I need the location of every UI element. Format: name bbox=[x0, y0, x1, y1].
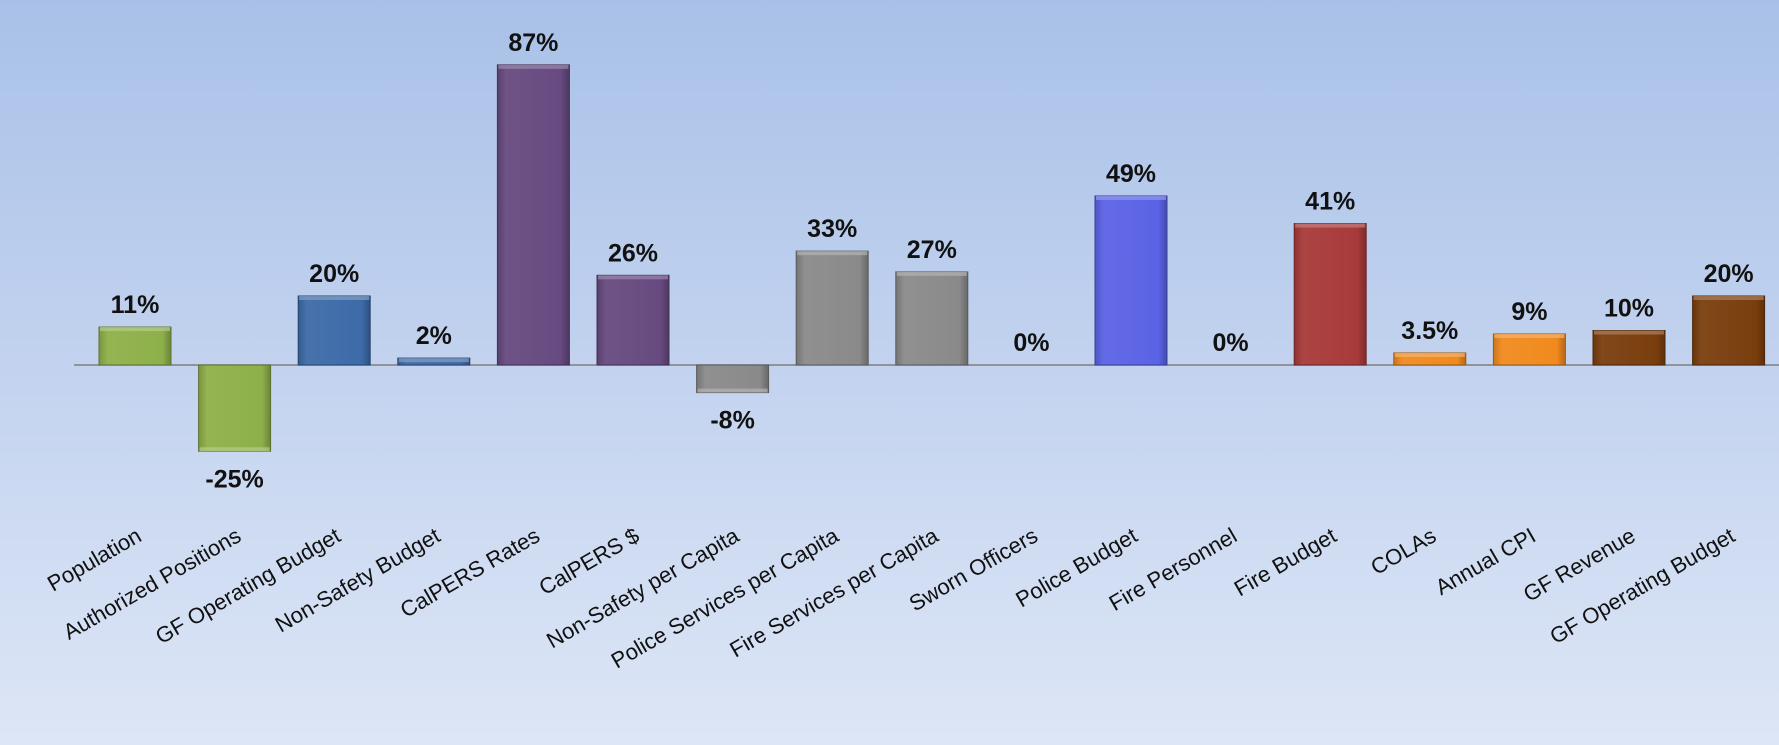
bar-6-bevel bbox=[598, 275, 668, 280]
bar-9 bbox=[895, 271, 969, 366]
data-label-14: 3.5% bbox=[1401, 317, 1458, 345]
data-label-4: 2% bbox=[416, 322, 452, 350]
category-label-17: GF Operating Budget bbox=[1545, 523, 1739, 649]
bar-16-bevel bbox=[1594, 330, 1664, 335]
data-label-7: -8% bbox=[710, 407, 754, 435]
bar-14-bevel bbox=[1394, 352, 1465, 357]
bar-11 bbox=[1094, 195, 1168, 366]
bar-5 bbox=[496, 64, 570, 366]
bar-3 bbox=[297, 295, 371, 366]
bar-8-bevel bbox=[797, 251, 868, 256]
bar-17 bbox=[1692, 295, 1766, 366]
bar-2 bbox=[198, 364, 272, 452]
data-label-12: 0% bbox=[1213, 329, 1249, 357]
bar-9-bevel bbox=[896, 271, 967, 276]
category-label-4: Non-Safety Budget bbox=[271, 523, 444, 638]
category-label-14: COLAs bbox=[1366, 523, 1440, 580]
bar-13 bbox=[1293, 223, 1367, 366]
bar-6 bbox=[596, 274, 670, 366]
data-label-15: 9% bbox=[1511, 298, 1547, 326]
data-label-1: 11% bbox=[111, 291, 160, 319]
bar-17-bevel bbox=[1693, 296, 1764, 300]
data-label-6: 26% bbox=[608, 239, 658, 267]
category-label-3: GF Operating Budget bbox=[151, 523, 345, 649]
data-label-11: 49% bbox=[1106, 160, 1156, 188]
bar-1-bevel bbox=[100, 327, 170, 332]
data-label-17: 20% bbox=[1704, 260, 1754, 288]
bar-4-bevel bbox=[398, 358, 469, 363]
data-label-13: 41% bbox=[1305, 188, 1355, 216]
bar-8 bbox=[795, 250, 869, 366]
bar-15 bbox=[1492, 333, 1566, 366]
data-label-5: 87% bbox=[508, 29, 558, 57]
data-label-16: 10% bbox=[1604, 295, 1654, 323]
bar-7-bevel bbox=[697, 388, 768, 393]
bar-3-bevel bbox=[299, 296, 370, 300]
category-label-13: Fire Budget bbox=[1230, 523, 1341, 602]
data-label-3: 20% bbox=[309, 260, 359, 288]
bar-15-bevel bbox=[1494, 333, 1565, 338]
bar-2-bevel bbox=[199, 447, 270, 452]
bar-11-bevel bbox=[1096, 195, 1166, 200]
data-label-10: 0% bbox=[1013, 329, 1049, 357]
bar-5-bevel bbox=[498, 64, 569, 69]
data-label-2: -25% bbox=[205, 465, 263, 493]
bar-7 bbox=[696, 364, 770, 394]
bar-13-bevel bbox=[1295, 223, 1366, 228]
data-label-8: 33% bbox=[807, 215, 857, 243]
bar-16 bbox=[1592, 330, 1666, 366]
bar-1 bbox=[98, 326, 172, 366]
data-label-9: 27% bbox=[907, 236, 957, 264]
